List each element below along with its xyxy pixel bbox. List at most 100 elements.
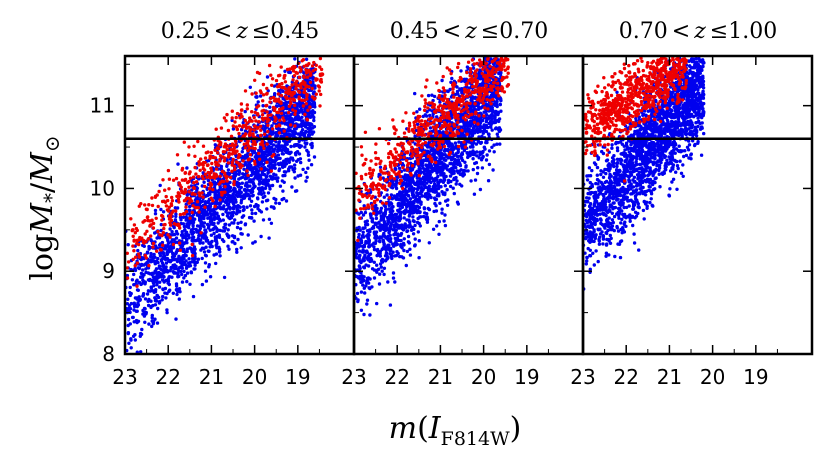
data-point (267, 118, 271, 122)
data-point (481, 129, 485, 134)
data-point (440, 207, 444, 211)
data-point (184, 259, 188, 263)
data-point (254, 119, 258, 123)
data-point (486, 179, 491, 183)
data-point (175, 194, 179, 198)
data-point (253, 175, 257, 180)
data-point (408, 197, 413, 201)
data-point (212, 213, 216, 217)
data-point (227, 153, 231, 157)
data-point (411, 190, 415, 195)
data-point (308, 97, 312, 102)
data-point (319, 80, 324, 84)
data-point (259, 133, 263, 138)
data-point (359, 260, 363, 265)
data-point (233, 218, 237, 222)
data-point (177, 297, 181, 301)
data-point (155, 236, 159, 240)
data-point (309, 163, 314, 167)
data-point (170, 211, 174, 215)
data-point (391, 276, 396, 280)
data-point (272, 99, 277, 103)
data-point (151, 322, 155, 326)
data-point (151, 303, 155, 308)
data-point (171, 263, 175, 268)
data-point (143, 253, 147, 258)
data-point (258, 94, 263, 98)
data-point (240, 181, 244, 185)
data-point (134, 309, 138, 313)
data-point (146, 299, 150, 303)
data-point (497, 119, 501, 124)
data-point (218, 254, 222, 258)
data-point (164, 204, 169, 208)
data-point (312, 60, 316, 65)
data-point (162, 223, 166, 227)
data-point (239, 220, 243, 224)
data-point (181, 260, 185, 264)
data-point (257, 71, 262, 76)
data-point (448, 174, 453, 178)
data-point (155, 249, 159, 253)
data-point (301, 131, 306, 136)
data-point (191, 186, 196, 190)
data-point (278, 118, 282, 123)
data-point (280, 106, 284, 111)
data-point (364, 284, 368, 288)
data-point (218, 157, 222, 162)
data-point (209, 169, 214, 173)
data-point (309, 111, 314, 115)
data-point (312, 103, 317, 107)
data-point (277, 131, 282, 135)
data-point (375, 263, 379, 267)
data-point (251, 132, 255, 136)
data-point (269, 169, 273, 173)
data-point (148, 289, 152, 293)
data-point (232, 202, 236, 206)
data-point (259, 128, 263, 132)
data-point (219, 164, 224, 169)
data-point (202, 180, 206, 184)
data-point (370, 217, 375, 221)
data-point (136, 238, 140, 242)
data-point (168, 221, 172, 225)
data-point (311, 69, 315, 73)
data-point (232, 186, 236, 190)
data-point (274, 197, 278, 202)
data-point (279, 93, 284, 98)
data-point (259, 210, 264, 214)
data-point (264, 104, 268, 108)
data-point (271, 105, 276, 110)
data-point (291, 78, 295, 82)
data-point (166, 249, 170, 253)
data-point (434, 176, 438, 181)
data-point (213, 204, 217, 209)
data-point (242, 167, 246, 171)
data-point (281, 165, 285, 169)
data-point (293, 124, 297, 128)
data-point (241, 208, 245, 213)
data-point (373, 234, 378, 238)
data-point (219, 126, 224, 130)
data-point (280, 82, 284, 86)
data-point (260, 139, 264, 144)
data-point (289, 144, 293, 149)
data-point (418, 215, 422, 219)
data-point (248, 189, 252, 193)
data-point (402, 216, 406, 220)
data-point (435, 224, 439, 228)
data-point (217, 143, 221, 147)
data-point (231, 211, 235, 215)
data-point (135, 228, 139, 233)
data-point (279, 101, 283, 106)
data-point (154, 267, 159, 271)
data-point (199, 231, 203, 235)
data-point (203, 228, 207, 232)
data-point (293, 109, 298, 114)
data-point (440, 211, 444, 215)
data-point (196, 206, 200, 210)
data-point (450, 76, 454, 81)
data-point (132, 223, 137, 227)
data-point (195, 229, 199, 233)
data-point (170, 199, 175, 203)
